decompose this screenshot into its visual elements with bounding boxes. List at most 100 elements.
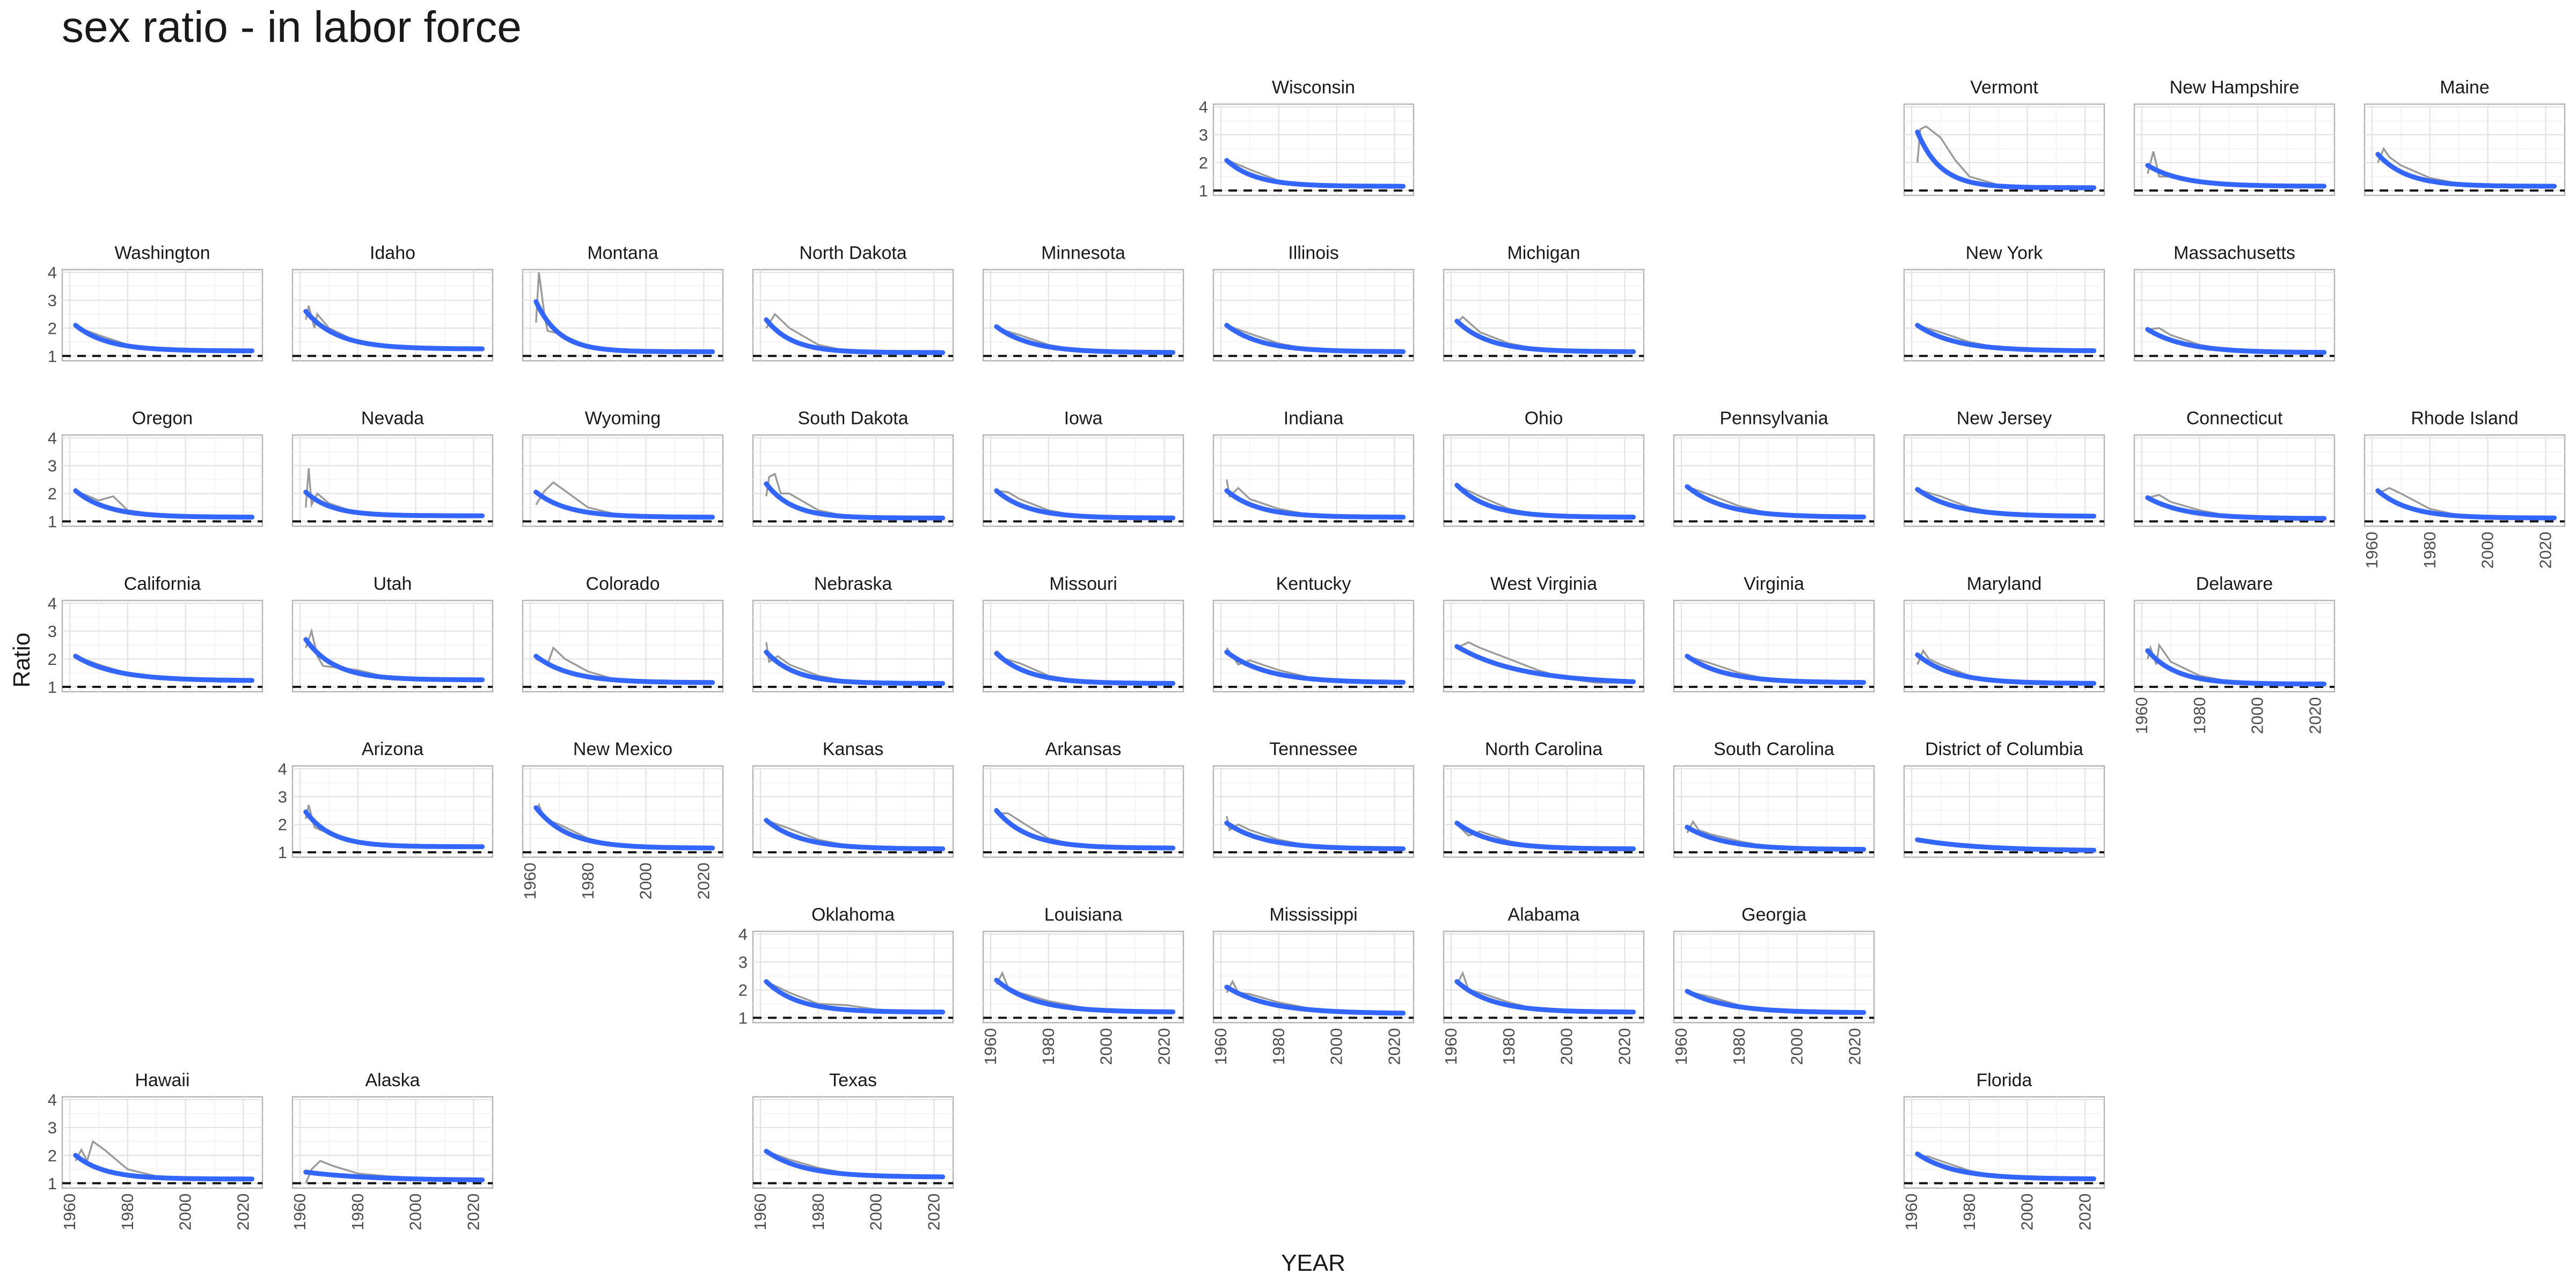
x-tick-label: 1960	[2132, 697, 2151, 734]
y-tick-label: 1	[1199, 181, 1208, 200]
facet-arizona: Arizona 1 2 3 4	[278, 739, 494, 862]
smoothed-trend-line	[764, 818, 946, 852]
facet-title: Colorado	[586, 574, 660, 594]
smoothed-trend-line	[994, 977, 1176, 1014]
facet-title: Alabama	[1507, 905, 1579, 925]
panel-background	[1443, 269, 1645, 362]
y-tick-label: 4	[48, 1091, 57, 1109]
smoothed-trend-line	[533, 805, 715, 851]
facet-district-of-columbia: District of Columbia	[1903, 739, 2105, 858]
smoothed-trend-line	[533, 299, 715, 354]
y-tick-label: 1	[48, 1174, 57, 1193]
x-tick-label: 2020	[2075, 1194, 2094, 1231]
panel-background	[1903, 434, 2105, 527]
x-tick-label: 1980	[809, 1194, 828, 1231]
facet-title: Montana	[587, 243, 658, 263]
x-tick-label: 2000	[176, 1194, 195, 1231]
panel-background	[1903, 269, 2105, 362]
smoothed-trend-line	[764, 317, 946, 355]
facet-utah: Utah	[291, 574, 494, 693]
panel-background	[1443, 434, 1645, 527]
facet-title: New Jersey	[1957, 408, 2052, 429]
smoothed-trend-line	[1685, 824, 1867, 852]
facet-title: Washington	[114, 243, 210, 263]
x-tick-label: 1980	[118, 1194, 137, 1231]
x-tick-label: 1980	[348, 1194, 367, 1231]
panel-background	[1443, 599, 1645, 693]
facet-title: New Hampshire	[2170, 77, 2300, 98]
smoothed-trend-line	[73, 488, 255, 520]
panel-background	[752, 765, 954, 858]
smoothed-trend-line	[994, 651, 1176, 686]
facet-title: Nebraska	[814, 574, 892, 594]
facet-title: Rhode Island	[2411, 408, 2518, 429]
x-tick-label: 1960	[1902, 1194, 1921, 1231]
y-tick-label: 1	[48, 513, 57, 531]
facet-title: Arizona	[362, 739, 423, 759]
panel-background	[2133, 103, 2336, 196]
y-tick-label: 1	[278, 843, 287, 862]
smoothed-trend-line	[303, 637, 485, 683]
facet-maryland: Maryland	[1903, 574, 2105, 693]
facet-title: Illinois	[1288, 243, 1338, 263]
y-tick-label: 2	[48, 650, 57, 669]
facet-montana: Montana	[522, 243, 724, 362]
facet-oklahoma: Oklahoma 1 2 3 4	[738, 905, 954, 1027]
facet-panels: Wisconsin 1 2 3 4 Vermont New Hampshire Maine Wa…	[48, 77, 2566, 1231]
x-tick-label: 2000	[2248, 697, 2267, 734]
panel-background	[982, 269, 1184, 362]
facet-south-dakota: South Dakota	[752, 408, 954, 527]
panel-background	[1673, 599, 1875, 693]
x-tick-label: 1980	[579, 862, 597, 899]
x-tick-label: 2020	[1385, 1028, 1403, 1065]
x-tick-label: 1960	[290, 1194, 309, 1231]
smoothed-trend-line	[764, 481, 946, 521]
smoothed-trend-line	[303, 809, 485, 850]
facet-alabama: Alabama 1960 1980 2000 2020	[1441, 905, 1645, 1065]
smoothed-trend-line	[764, 979, 946, 1015]
facet-hawaii: Hawaii 1 2 3 4 1960 1980 2000 2020	[48, 1070, 264, 1231]
panel-background	[1212, 103, 1415, 196]
x-tick-label: 2020	[1615, 1028, 1634, 1065]
facet-pennsylvania: Pennsylvania	[1673, 408, 1875, 527]
smoothed-trend-line	[2375, 488, 2557, 521]
facet-rhode-island: Rhode Island 1960 1980 2000 2020	[2362, 408, 2566, 569]
panel-background	[752, 931, 954, 1023]
x-tick-label: 2000	[867, 1194, 885, 1231]
y-tick-label: 3	[738, 953, 748, 972]
smoothed-trend-line	[2375, 152, 2557, 189]
panel-background	[2133, 599, 2336, 693]
x-tick-label: 2020	[2306, 697, 2324, 734]
x-tick-label: 2000	[1097, 1028, 1116, 1065]
panel-background	[291, 434, 494, 527]
facet-title: Idaho	[370, 243, 415, 263]
smoothed-trend-line	[1224, 984, 1406, 1016]
smoothed-trend-line	[764, 1148, 946, 1180]
facet-florida: Florida 1960 1980 2000 2020	[1902, 1070, 2105, 1231]
panel-background	[522, 269, 724, 362]
facet-title: New Mexico	[573, 739, 672, 759]
panel-background	[752, 599, 954, 693]
x-axis-title: YEAR	[1281, 1250, 1345, 1276]
panel-background	[61, 269, 264, 362]
facet-title: District of Columbia	[1925, 739, 2083, 759]
x-tick-label: 2000	[2478, 532, 2497, 569]
x-tick-label: 2020	[233, 1194, 252, 1231]
y-tick-label: 3	[48, 622, 57, 641]
facet-title: Missouri	[1049, 574, 1117, 594]
smoothed-trend-line	[994, 324, 1176, 355]
y-tick-label: 2	[48, 485, 57, 503]
panel-background	[2133, 434, 2336, 527]
facet-title: Massachusetts	[2174, 243, 2295, 263]
smoothed-trend-line	[1685, 654, 1867, 685]
y-tick-label: 1	[48, 678, 57, 697]
facet-title: Pennsylvania	[1719, 408, 1828, 429]
facet-mississippi: Mississippi 1960 1980 2000 2020	[1211, 905, 1415, 1065]
panel-background	[1903, 1096, 2105, 1189]
facet-title: Maryland	[1967, 574, 2042, 594]
facet-title: Louisiana	[1044, 905, 1123, 925]
facet-title: North Dakota	[799, 243, 906, 263]
y-tick-label: 3	[48, 1118, 57, 1137]
facet-iowa: Iowa	[982, 408, 1184, 527]
panel-background	[752, 269, 954, 362]
